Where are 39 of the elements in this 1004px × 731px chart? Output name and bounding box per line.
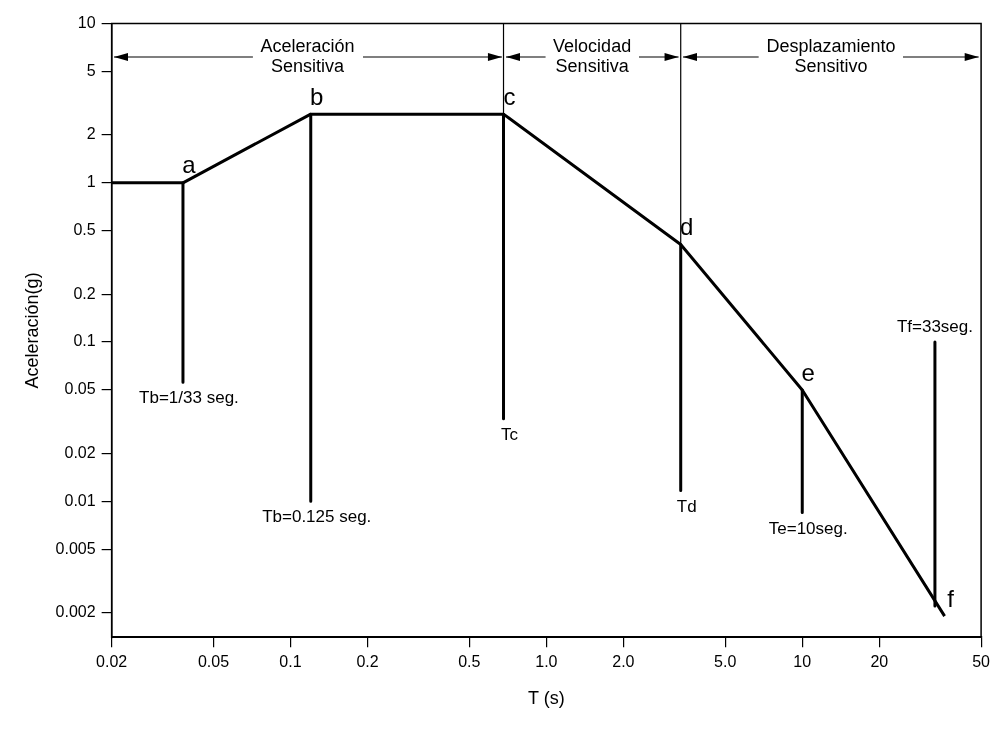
annotation: Td xyxy=(676,496,697,516)
annotation: Tb=1/33 seg. xyxy=(139,388,239,408)
y-tick-label: 0.1 xyxy=(73,332,96,350)
y-axis-title: Aceleración(g) xyxy=(21,272,42,389)
y-tick-label: 0.002 xyxy=(55,602,96,620)
x-tick-label: 2.0 xyxy=(612,653,635,671)
x-tick-label: 5.0 xyxy=(714,653,737,671)
y-tick-label: 1 xyxy=(86,173,96,191)
annotation: b xyxy=(310,82,324,110)
annotation: c xyxy=(503,82,516,110)
annotation: f xyxy=(947,584,955,612)
y-tick-label: 10 xyxy=(77,14,96,32)
annotation: Velocidad Sensitiva xyxy=(553,35,632,76)
x-tick-label: 1.0 xyxy=(535,653,558,671)
y-tick-label: 0.01 xyxy=(64,491,96,509)
x-tick-label: 50 xyxy=(972,653,991,671)
y-tick-label: 5 xyxy=(86,61,96,79)
annotation: d xyxy=(680,213,694,241)
x-tick-label: 0.5 xyxy=(458,653,481,671)
x-tick-label: 0.2 xyxy=(356,653,379,671)
x-axis-title: T (s) xyxy=(528,688,565,709)
y-tick-label: 0.005 xyxy=(55,539,96,557)
x-tick-label: 20 xyxy=(870,653,889,671)
annotation: Tb=0.125 seg. xyxy=(262,507,372,527)
annotation: a xyxy=(182,151,197,179)
y-tick-label: 0.2 xyxy=(73,284,96,302)
x-tick-label: 10 xyxy=(793,653,812,671)
y-tick-label: 0.5 xyxy=(73,221,96,239)
x-tick-label: 0.05 xyxy=(197,653,230,671)
annotation: Tc xyxy=(501,424,519,444)
annotation: Tf=33seg. xyxy=(896,317,973,337)
annotation: Aceleración Sensitiva xyxy=(260,35,355,76)
annotation: e xyxy=(801,358,815,386)
annotation: Te=10seg. xyxy=(768,518,848,538)
y-tick-label: 0.05 xyxy=(64,380,96,398)
y-tick-label: 0.02 xyxy=(64,443,96,461)
annotation: Desplazamiento Sensitivo xyxy=(766,35,896,76)
y-tick-label: 2 xyxy=(86,125,96,143)
x-tick-label: 0.1 xyxy=(279,653,302,671)
